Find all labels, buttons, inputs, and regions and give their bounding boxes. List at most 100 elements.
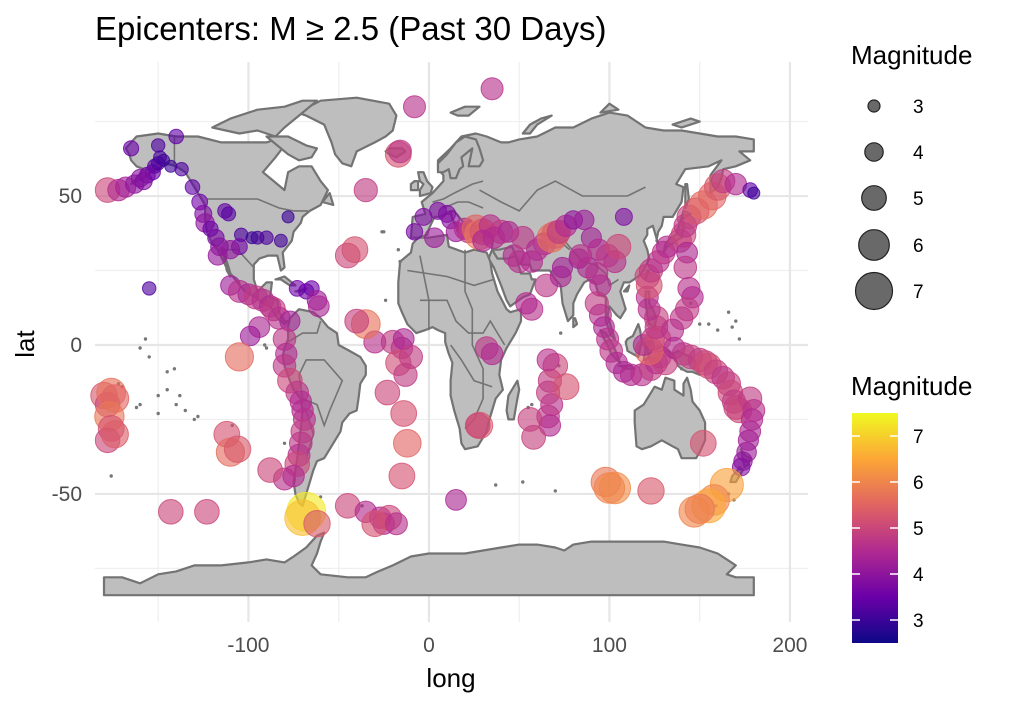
epicenter-point [151,138,166,153]
size-legend-title: Magnitude [851,40,972,70]
island-dot [726,310,731,314]
epicenter-point [130,168,150,188]
land-hainan [622,284,631,293]
island-dot [183,408,187,413]
size-legend-key [858,229,890,261]
land-madagascar [505,379,521,421]
epicenter-point [593,472,626,504]
epicenter-point [403,95,426,119]
epicenter-point [552,373,580,401]
land-scandinavia [436,135,485,180]
x-tick-label: 100 [592,634,627,657]
size-legend-key [864,142,884,162]
epicenter-point [123,140,140,157]
y-tick-label: -50 [52,483,82,506]
island-dot [196,414,200,419]
island-dot [396,248,400,252]
land-sri-lanka [572,317,579,329]
land-antarctica [102,531,755,597]
epicenter-point [678,496,711,528]
land-new-siberian [671,117,701,129]
land-severnaya [599,102,620,114]
epicenter-point [374,379,401,406]
epicenter-points [90,77,766,538]
island-dot [147,355,151,359]
island-dot [698,322,702,326]
epicenter-point [398,344,423,369]
y-axis-title: lat [10,329,40,357]
size-legend-label: 3 [913,97,924,118]
country-border [443,201,484,209]
island-dot [730,325,734,329]
epicenter-point [573,209,595,231]
epicenter-point [388,139,412,164]
color-legend-label: 3 [913,611,924,632]
epicenter-point [257,457,283,483]
epicenter-point [673,255,698,280]
epicenter-point [614,207,633,226]
epicenter-point [158,499,184,525]
island-dot [174,402,178,407]
island-dot [178,393,182,398]
island-dot [109,474,113,478]
x-tick-label: 200 [772,634,807,657]
epicenter-point [405,223,424,241]
country-border [432,180,484,203]
epicenter-point [637,477,665,505]
island-dot [143,337,148,341]
size-legend: Magnitude 3 4 5 6 7 [851,40,972,311]
island-dot [530,402,534,407]
epicenter-point [259,230,274,245]
epicenter-point [221,206,237,222]
epicenter-point [480,342,504,366]
size-legend-label: 6 [913,236,924,257]
country-border [449,344,493,388]
island-dot [716,328,720,332]
color-legend-label: 7 [913,427,924,448]
axis-ticks: -100 0 100 200 50 0 -50 [52,185,808,657]
epicenter-point [689,429,717,457]
color-legend-label: 4 [913,565,924,586]
x-axis-title: long [426,663,475,693]
land-australia [633,376,707,460]
epicenter-point [464,412,491,439]
epicenter-point [307,295,330,318]
epicenter-point [281,210,295,224]
epicenter-point [194,499,220,525]
land-baffin [265,135,319,162]
land-newfoundland [321,192,335,207]
epicenter-point [361,510,389,538]
chart-title: Epicenters: M ≥ 2.5 (Past 30 Days) [95,10,606,47]
color-legend-title: Magnitude [851,371,972,401]
y-tick-label: 50 [59,185,82,208]
island-dot [559,331,563,335]
island-dot [263,343,267,347]
epicenter-point [100,420,129,449]
epicenter-point [517,407,543,432]
x-tick-label: -100 [227,634,269,657]
island-dot [138,346,142,350]
epicenter-point [569,244,593,268]
country-border [206,198,308,212]
island-dot [165,388,169,392]
size-legend-key [861,185,887,211]
y-tick-label: 0 [70,334,82,357]
epicenter-point [344,308,370,334]
epicenter-point [515,292,538,315]
island-dot [156,411,160,416]
epicenter-point [207,245,228,266]
color-legend: Magnitude 7 6 5 4 3 [851,371,972,643]
epicenter-point [390,400,418,427]
epicenter-point [480,77,504,101]
land-greenland [296,96,398,168]
epicenter-point [536,348,560,372]
island-dot [282,441,287,445]
epicenter-point [353,178,378,203]
epicenter-point [393,429,422,458]
island-dot [679,367,684,371]
epicenter-point [445,489,467,511]
country-border [407,269,495,287]
country-border [479,180,646,212]
epicenter-point [424,227,445,248]
